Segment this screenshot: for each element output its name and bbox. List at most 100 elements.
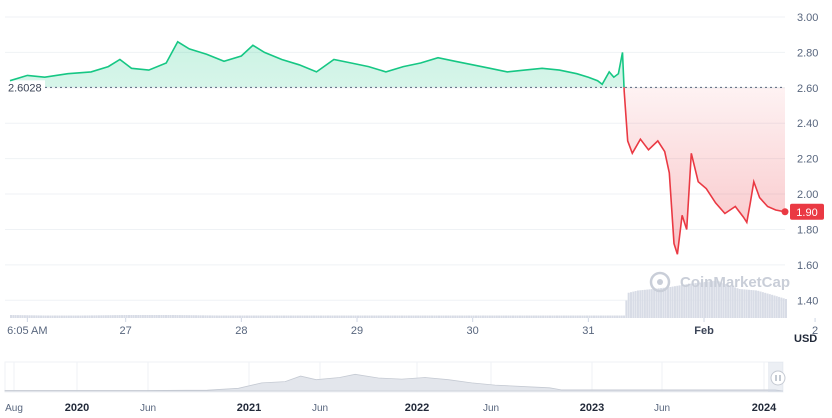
volume-bar xyxy=(125,315,128,318)
x-tick-label: Feb xyxy=(694,325,714,337)
volume-bar xyxy=(241,315,244,318)
volume-bar xyxy=(389,315,392,318)
volume-bar xyxy=(178,315,181,318)
volume-bar xyxy=(67,315,70,318)
y-tick-label: 2.20 xyxy=(797,154,818,166)
price-area-above-reference xyxy=(10,41,785,88)
volume-bar xyxy=(243,315,246,318)
volume-bar xyxy=(33,315,36,318)
volume-bar xyxy=(717,281,720,318)
volume-bar xyxy=(456,315,459,318)
volume-bar xyxy=(562,315,565,318)
volume-bar xyxy=(424,315,427,318)
range-navigator[interactable] xyxy=(4,361,786,393)
volume-bar xyxy=(264,315,267,318)
volume-bar xyxy=(65,315,68,318)
volume-bar xyxy=(310,315,313,318)
volume-bar xyxy=(569,315,572,318)
navigator-axis: Aug 2020 Jun 2021 Jun 2022 Jun 2023 Jun 2024 xyxy=(5,402,777,414)
volume-bar xyxy=(116,315,119,318)
volume-bar xyxy=(662,287,665,318)
volume-bar xyxy=(324,315,327,318)
volume-bar xyxy=(343,315,346,318)
watermark-logo-icon xyxy=(649,271,671,293)
volume-bar xyxy=(715,280,718,318)
volume-bar xyxy=(234,315,237,318)
volume-bar xyxy=(581,315,584,318)
volume-bar xyxy=(266,315,269,318)
volume-bar xyxy=(289,315,292,318)
volume-bar xyxy=(144,315,147,318)
volume-bar xyxy=(650,289,653,318)
volume-bar xyxy=(14,315,17,318)
volume-bar xyxy=(632,291,635,318)
volume-bar xyxy=(523,315,526,318)
volume-bar xyxy=(764,292,767,318)
volume-bar xyxy=(502,315,505,318)
x-tick-label: 31 xyxy=(582,325,594,337)
volume-bar xyxy=(16,315,19,318)
volume-bar xyxy=(347,315,350,318)
volume-bar xyxy=(669,287,672,318)
price-line-below-reference xyxy=(623,87,786,255)
reference-label-bg xyxy=(5,80,45,95)
volume-bar xyxy=(558,315,561,318)
volume-bar xyxy=(380,315,383,318)
volume-bar xyxy=(627,292,630,318)
volume-bar xyxy=(636,290,639,318)
volume-bar xyxy=(250,315,253,318)
volume-bar xyxy=(208,315,211,318)
volume-bar xyxy=(165,315,167,318)
volume-bar xyxy=(639,290,642,318)
volume-bar xyxy=(118,315,121,318)
volume-bar xyxy=(643,289,646,318)
volume-bar xyxy=(303,315,306,318)
volume-bar xyxy=(419,315,422,318)
volume-bar xyxy=(479,315,482,318)
volume-bar xyxy=(211,315,214,318)
navigator-grid xyxy=(13,362,765,392)
volume-bar xyxy=(190,315,193,318)
volume-bar xyxy=(595,315,598,318)
volume-bar xyxy=(741,289,744,318)
volume-bar xyxy=(687,283,690,318)
volume-bar xyxy=(414,315,417,318)
volume-bar xyxy=(440,315,443,318)
navigator-handle-icon[interactable] xyxy=(770,370,786,386)
volume-bar xyxy=(257,315,260,318)
volume-bar xyxy=(625,300,628,318)
volume-bar xyxy=(433,315,436,318)
volume-bar xyxy=(572,315,575,318)
volume-bar xyxy=(296,315,299,318)
volume-bar xyxy=(609,315,612,318)
navigator-tick-label: 2024 xyxy=(752,402,777,414)
navigator-tick-label: Aug xyxy=(5,403,23,414)
volume-bar xyxy=(768,294,771,318)
volume-bar xyxy=(354,315,357,318)
volume-bar xyxy=(500,315,503,318)
volume-bar xyxy=(222,315,225,318)
volume-bar xyxy=(750,290,753,318)
volume-bar xyxy=(720,282,723,318)
y-axis: 3.00 2.80 2.60 2.40 2.20 2.00 1.80 1.60 1.40 xyxy=(797,12,818,307)
volume-bar xyxy=(28,315,31,318)
volume-bar xyxy=(171,315,174,318)
volume-bar xyxy=(84,315,87,318)
volume-bar xyxy=(761,292,764,318)
volume-bar xyxy=(778,296,781,318)
price-area-below-reference xyxy=(624,87,785,255)
volume-bar xyxy=(588,315,591,318)
volume-bar xyxy=(245,315,248,318)
volume-bar xyxy=(227,315,230,318)
volume-bar xyxy=(771,294,774,318)
volume-bar xyxy=(352,315,355,318)
volume-bar xyxy=(648,289,651,318)
volume-bar xyxy=(79,315,82,318)
volume-bar xyxy=(308,315,311,318)
volume-bar xyxy=(488,315,491,318)
volume-bar xyxy=(77,315,80,318)
volume-bar xyxy=(567,315,570,318)
volume-bar xyxy=(451,315,454,318)
volume-bar xyxy=(410,315,413,318)
volume-bar xyxy=(555,315,558,318)
